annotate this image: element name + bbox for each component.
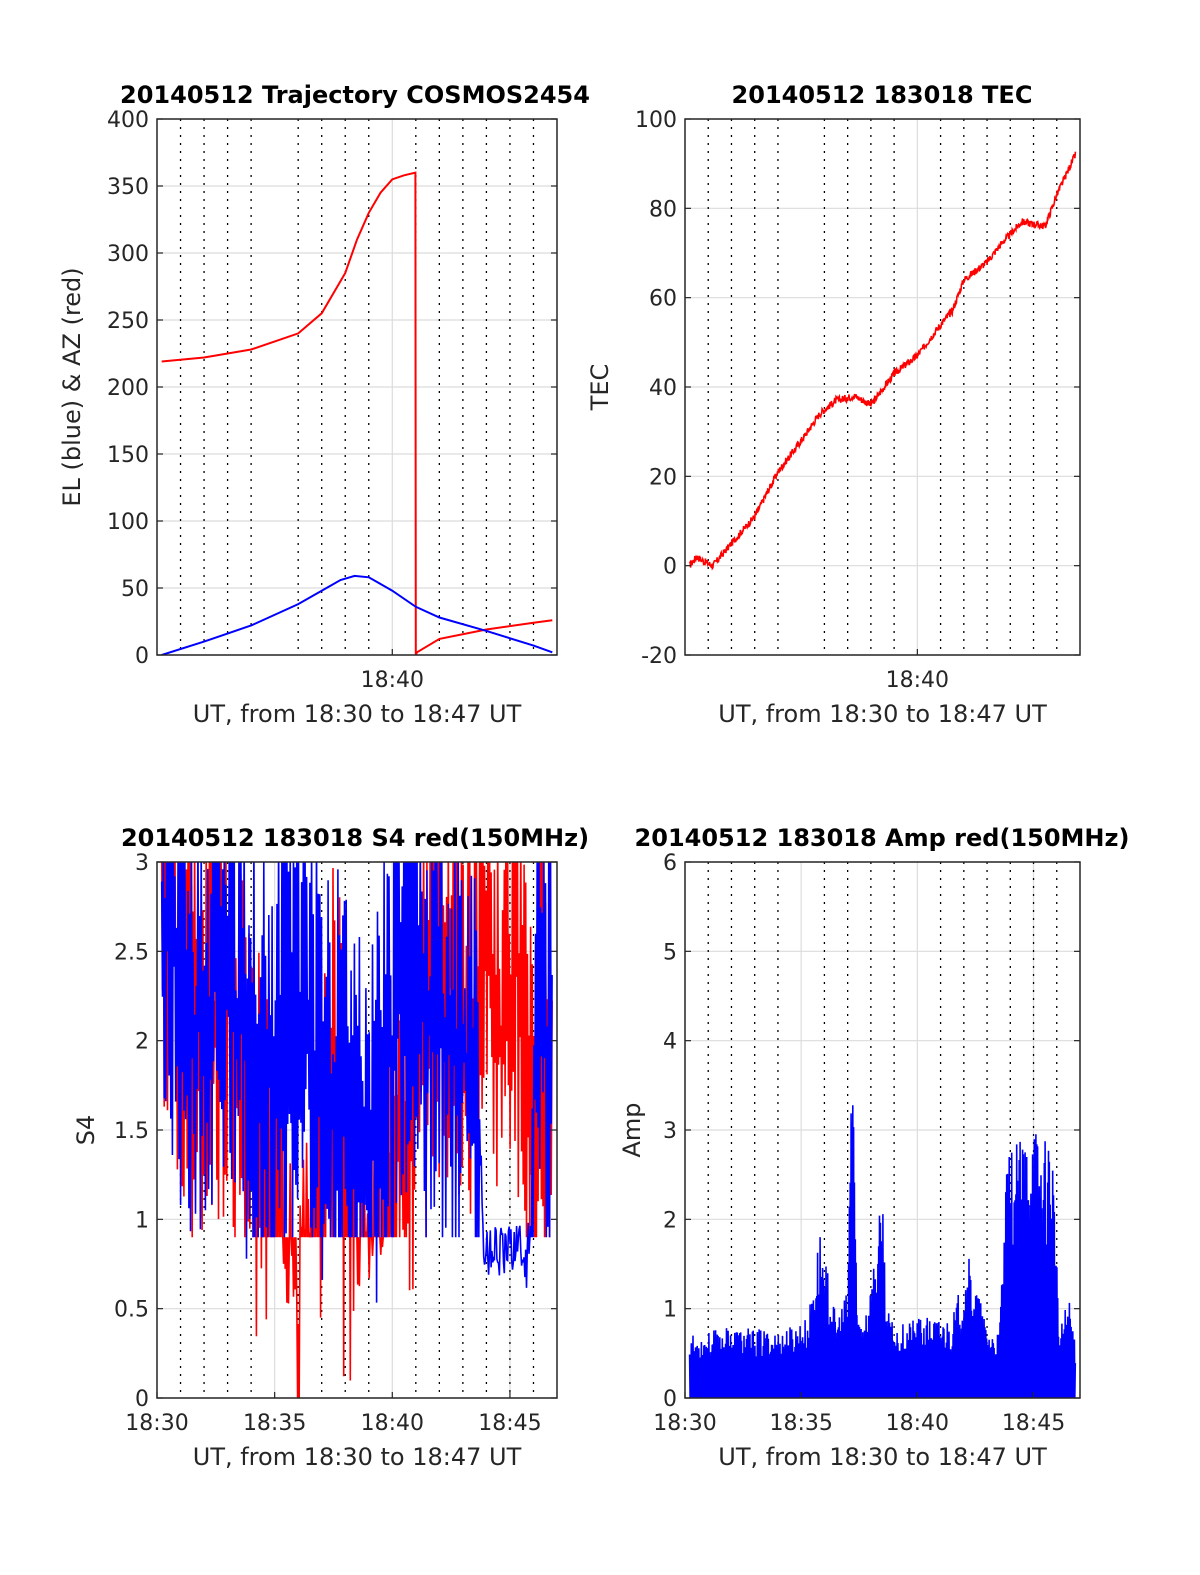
- y-tick-label: 0.5: [114, 1298, 149, 1323]
- s4-panel: 0 0.5 1 1.5 2 2.5 3 18:30 18:35 18:40 18:45 UT, fro…: [72, 824, 589, 1471]
- x-axis-label: UT, from 18:30 to 18:47 UT: [193, 1443, 522, 1471]
- y-tick-label: 150: [107, 443, 149, 468]
- y-tick-label: 5: [663, 940, 677, 965]
- y-tick-label: -20: [641, 644, 677, 669]
- y-tick-label: 400: [107, 108, 149, 133]
- y-tick-label: 20: [649, 465, 677, 490]
- y-tick-label: 40: [649, 376, 677, 401]
- y-tick-label: 60: [649, 287, 677, 312]
- trajectory-panel: 0 50 100 150 200 250 300 350 400 18:40 UT, from 18…: [58, 81, 590, 728]
- y-tick-label: 3: [135, 851, 149, 876]
- y-tick-label: 0: [663, 555, 677, 580]
- chart-title: 20140512 Trajectory COSMOS2454: [120, 81, 590, 109]
- y-tick-label: 250: [107, 309, 149, 334]
- y-tick-label: 6: [663, 851, 677, 876]
- y-axis-label: TEC: [586, 364, 614, 412]
- y-axis-label: EL (blue) & AZ (red): [58, 267, 86, 506]
- y-tick-label: 0: [663, 1387, 677, 1412]
- x-axis-label: UT, from 18:30 to 18:47 UT: [193, 700, 522, 728]
- y-tick-label: 3: [663, 1119, 677, 1144]
- x-tick-label: 18:45: [478, 1411, 541, 1436]
- x-tick-label: 18:40: [361, 668, 424, 693]
- x-tick-label: 18:30: [125, 1411, 188, 1436]
- y-tick-label: 200: [107, 376, 149, 401]
- x-axis-label: UT, from 18:30 to 18:47 UT: [718, 1443, 1047, 1471]
- y-tick-label: 50: [121, 577, 149, 602]
- series-line-2: [160, 862, 553, 1303]
- y-tick-label: 1: [135, 1208, 149, 1233]
- x-tick-label: 18:40: [361, 1411, 424, 1436]
- y-axis-label: S4: [72, 1115, 100, 1146]
- series-line-1: [688, 151, 1077, 571]
- y-tick-label: 80: [649, 197, 677, 222]
- y-tick-label: 100: [107, 510, 149, 535]
- chart-title: 20140512 183018 S4 red(150MHz): [121, 824, 589, 852]
- series-line-1: [688, 1105, 1077, 1398]
- y-tick-label: 0: [135, 644, 149, 669]
- x-tick-label: 18:45: [1002, 1411, 1065, 1436]
- x-axis-label: UT, from 18:30 to 18:47 UT: [718, 700, 1047, 728]
- chart-title: 20140512 183018 TEC: [732, 81, 1033, 109]
- y-tick-label: 100: [635, 108, 677, 133]
- y-tick-label: 2: [135, 1030, 149, 1055]
- y-tick-label: 300: [107, 242, 149, 267]
- x-tick-label: 18:40: [886, 668, 949, 693]
- y-tick-label: 0: [135, 1387, 149, 1412]
- y-tick-label: 2: [663, 1208, 677, 1233]
- amp-panel: 0 1 2 3 4 5 6 18:30 18:35 18:40 18:45 UT, from 18:3…: [618, 824, 1129, 1471]
- tec-panel: -20 0 20 40 60 80 100 18:40 UT, from 18:30 to 18…: [586, 81, 1081, 728]
- x-tick-label: 18:35: [769, 1411, 832, 1436]
- y-tick-label: 2.5: [114, 940, 149, 965]
- chart-title: 20140512 183018 Amp red(150MHz): [635, 824, 1130, 852]
- series-line-2: [161, 574, 553, 655]
- y-axis-label: Amp: [618, 1102, 646, 1157]
- y-tick-label: 4: [663, 1030, 677, 1055]
- y-tick-label: 1: [663, 1298, 677, 1323]
- y-tick-label: 350: [107, 175, 149, 200]
- y-tick-label: 1.5: [114, 1119, 149, 1144]
- x-tick-label: 18:40: [886, 1411, 949, 1436]
- x-tick-label: 18:35: [243, 1411, 306, 1436]
- series-line-1: [161, 171, 553, 655]
- x-tick-label: 18:30: [653, 1411, 716, 1436]
